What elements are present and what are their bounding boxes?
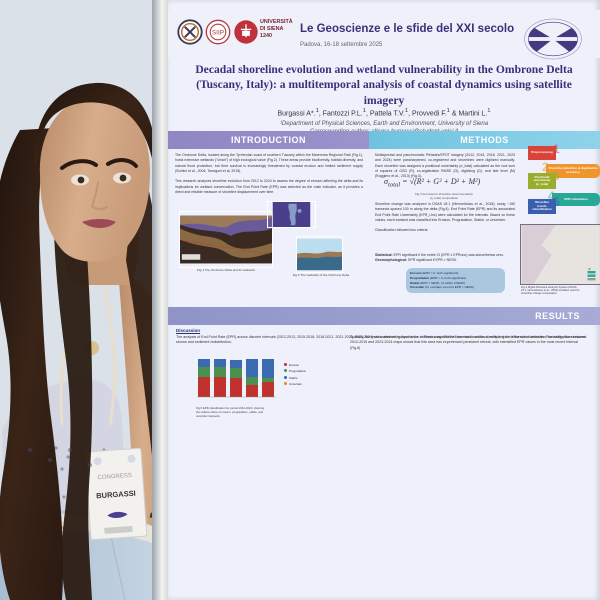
svg-text:SIIP: SIIP [212, 30, 224, 37]
